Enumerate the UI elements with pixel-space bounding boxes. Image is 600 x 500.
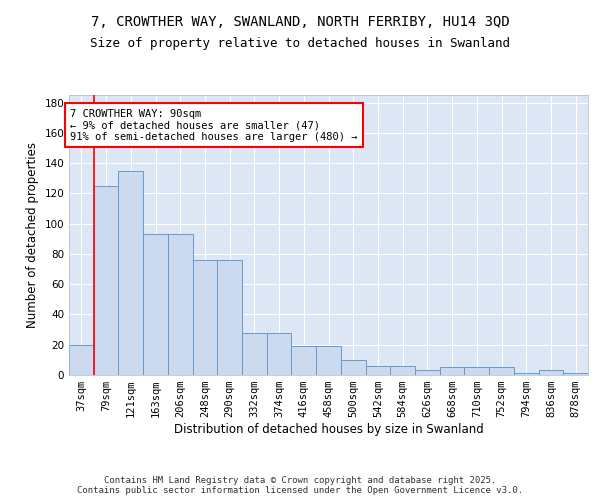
Bar xyxy=(440,368,464,375)
Bar xyxy=(563,374,588,375)
Bar xyxy=(489,368,514,375)
Bar xyxy=(94,186,118,375)
Text: Contains HM Land Registry data © Crown copyright and database right 2025.
Contai: Contains HM Land Registry data © Crown c… xyxy=(77,476,523,495)
Bar xyxy=(217,260,242,375)
Bar xyxy=(292,346,316,375)
Bar xyxy=(390,366,415,375)
Bar xyxy=(316,346,341,375)
Bar xyxy=(514,374,539,375)
Bar xyxy=(193,260,217,375)
Text: 7, CROWTHER WAY, SWANLAND, NORTH FERRIBY, HU14 3QD: 7, CROWTHER WAY, SWANLAND, NORTH FERRIBY… xyxy=(91,15,509,29)
Bar xyxy=(415,370,440,375)
Bar xyxy=(242,332,267,375)
Bar xyxy=(118,170,143,375)
X-axis label: Distribution of detached houses by size in Swanland: Distribution of detached houses by size … xyxy=(173,423,484,436)
Bar xyxy=(69,344,94,375)
Bar xyxy=(539,370,563,375)
Text: Size of property relative to detached houses in Swanland: Size of property relative to detached ho… xyxy=(90,38,510,51)
Bar xyxy=(464,368,489,375)
Bar xyxy=(341,360,365,375)
Y-axis label: Number of detached properties: Number of detached properties xyxy=(26,142,39,328)
Bar xyxy=(168,234,193,375)
Bar xyxy=(365,366,390,375)
Text: 7 CROWTHER WAY: 90sqm
← 9% of detached houses are smaller (47)
91% of semi-detac: 7 CROWTHER WAY: 90sqm ← 9% of detached h… xyxy=(70,108,358,142)
Bar xyxy=(143,234,168,375)
Bar xyxy=(267,332,292,375)
